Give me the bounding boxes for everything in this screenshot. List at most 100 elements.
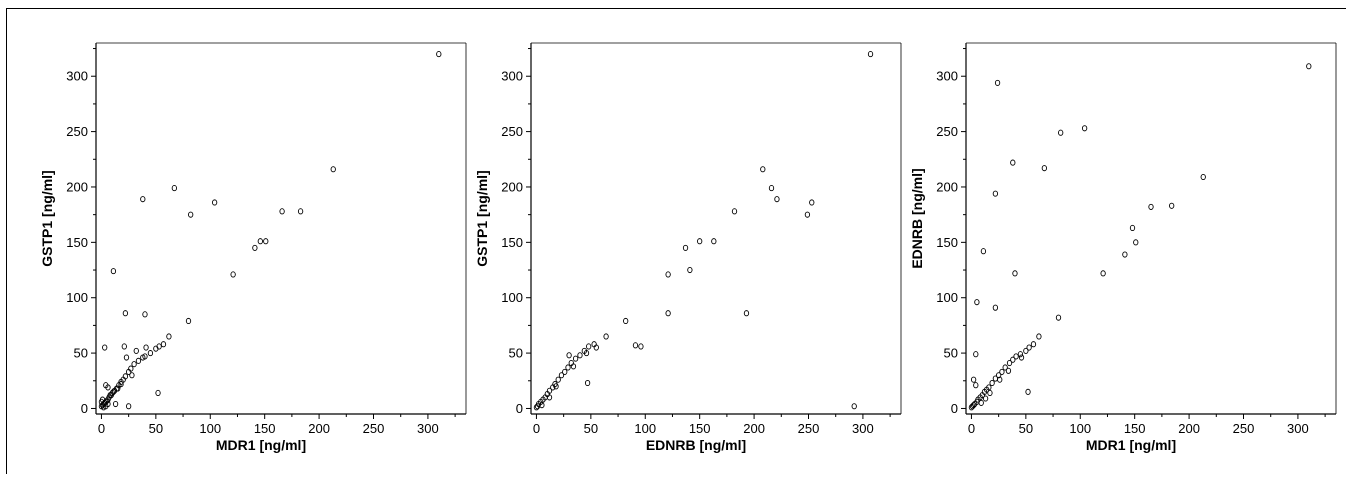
data-point — [110, 268, 117, 275]
data-point — [550, 384, 556, 391]
data-point — [122, 310, 129, 317]
data-point — [1012, 270, 1018, 277]
data-point — [279, 208, 285, 215]
data-point — [1025, 388, 1031, 395]
data-point — [982, 395, 989, 402]
scatter-panel-2: 0 50 100 150 200 250 300 0 50 100 150 200 250 300 EDNR… — [474, 42, 902, 453]
y-tick-label: 150 — [66, 235, 88, 250]
data-point — [867, 51, 874, 58]
data-point — [105, 400, 111, 408]
data-point — [980, 248, 987, 255]
y-tick-label: 50 — [74, 346, 88, 361]
y-tick-label: 0 — [516, 401, 523, 416]
data-point — [1122, 251, 1128, 258]
data-point — [252, 244, 258, 251]
x-tick-label: 100 — [634, 421, 656, 436]
y-tick-label: 0 — [81, 401, 88, 416]
data-point — [112, 400, 119, 408]
data-point — [166, 333, 172, 340]
data-point — [1041, 165, 1048, 172]
data-point — [436, 51, 442, 58]
y-tick-label: 300 — [66, 69, 88, 84]
data-point — [711, 238, 717, 245]
data-point — [992, 375, 999, 382]
data-point — [147, 350, 154, 357]
data-point — [553, 383, 559, 390]
data-point — [131, 361, 137, 368]
y-tick-label: 100 — [66, 290, 88, 305]
data-point — [1030, 341, 1037, 348]
data-point — [1018, 354, 1025, 361]
data-point — [1013, 353, 1019, 360]
data-point — [570, 363, 577, 370]
x-tick-label: 250 — [363, 421, 385, 436]
scatter-panel-1: 0 50 100 150 200 250 300 0 50 100 150 200 250 300 MDR1… — [39, 42, 467, 453]
data-point — [632, 342, 639, 349]
data-point — [743, 310, 750, 317]
data-point — [851, 403, 857, 410]
data-point — [969, 403, 976, 410]
x-tick-label: 250 — [798, 421, 820, 436]
data-point — [973, 351, 979, 358]
data-point — [263, 238, 269, 245]
x-axis-label: EDNRB [ng/ml] — [646, 437, 746, 453]
y-tick-label: 100 — [936, 290, 958, 305]
data-point — [997, 376, 1003, 383]
data-point — [142, 311, 148, 318]
data-point — [1081, 125, 1088, 132]
y-tick-label: 0 — [951, 401, 958, 416]
y-tick-label: 300 — [501, 69, 523, 84]
data-point — [603, 333, 609, 340]
y-tick-label: 200 — [501, 179, 523, 194]
data-point — [665, 310, 671, 317]
x-tick-label: 150 — [254, 421, 276, 436]
y-tick-label: 200 — [936, 179, 958, 194]
data-point — [768, 185, 775, 192]
data-point — [533, 404, 540, 411]
y-tick-label: 50 — [944, 346, 958, 361]
data-point — [1058, 129, 1064, 136]
data-point — [1148, 203, 1154, 210]
y-tick-label: 250 — [66, 124, 88, 139]
data-point — [1023, 347, 1029, 354]
data-point — [697, 238, 703, 245]
data-point — [1006, 360, 1013, 367]
data-point — [804, 211, 811, 218]
data-point — [572, 355, 579, 362]
x-tick-label: 150 — [689, 421, 711, 436]
data-point — [565, 364, 571, 371]
data-point — [257, 238, 263, 245]
data-point — [1200, 173, 1206, 181]
data-point — [1010, 356, 1016, 363]
x-axis-label: MDR1 [ng/ml] — [216, 437, 306, 453]
data-point — [555, 376, 561, 383]
data-point — [809, 199, 815, 206]
data-point — [665, 271, 671, 278]
x-tick-label: 300 — [417, 421, 439, 436]
y-tick-label: 50 — [509, 346, 523, 361]
data-point — [1017, 351, 1024, 358]
data-point — [110, 388, 117, 395]
data-point — [140, 354, 146, 361]
data-point — [539, 402, 545, 409]
data-point — [760, 166, 766, 173]
x-tick-label: 300 — [1287, 421, 1309, 436]
data-point — [593, 344, 599, 351]
data-point — [330, 166, 336, 173]
data-point — [143, 344, 149, 351]
x-tick-label: 50 — [1019, 421, 1033, 436]
figure-frame — [6, 8, 1346, 474]
data-point — [129, 372, 135, 379]
data-point — [566, 352, 572, 359]
data-point — [1306, 63, 1312, 70]
data-point — [188, 211, 194, 218]
data-point — [989, 379, 995, 387]
x-tick-label: 200 — [308, 421, 330, 436]
data-point — [995, 372, 1002, 379]
data-point — [211, 199, 218, 206]
data-point — [230, 271, 236, 278]
y-axis-label: GSTP1 [ng/ml] — [474, 170, 490, 266]
y-tick-label: 300 — [936, 69, 958, 84]
data-point — [987, 389, 993, 397]
data-point — [978, 399, 984, 406]
